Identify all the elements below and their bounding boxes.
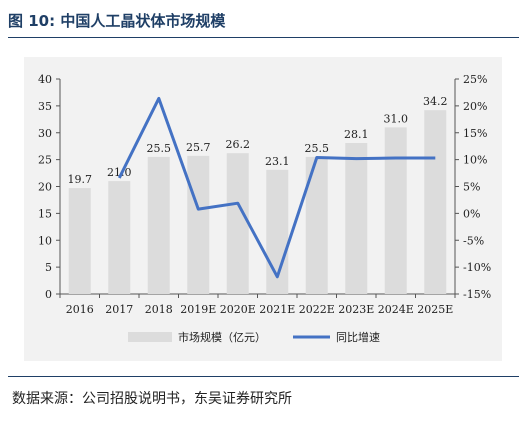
right-tick-label: 20% bbox=[463, 100, 487, 113]
bar bbox=[68, 188, 91, 294]
bar bbox=[424, 110, 447, 294]
bar-data-label: 23.1 bbox=[265, 155, 290, 168]
x-tick-label: 2023E bbox=[338, 303, 374, 316]
right-tick-label: -15% bbox=[463, 288, 491, 301]
legend-bar-label: 市场规模（亿元） bbox=[178, 330, 266, 344]
bar-data-label: 31.0 bbox=[384, 112, 409, 125]
source-rule bbox=[8, 376, 519, 377]
left-tick-label: 25 bbox=[38, 154, 52, 167]
bar bbox=[108, 181, 131, 294]
x-tick-label: 2022E bbox=[299, 303, 335, 316]
x-tick-label: 2020E bbox=[220, 303, 256, 316]
x-tick-label: 2025E bbox=[417, 303, 453, 316]
bar-data-label: 34.2 bbox=[423, 95, 448, 108]
bar bbox=[345, 142, 368, 294]
right-tick-label: 15% bbox=[463, 127, 487, 140]
left-tick-label: 20 bbox=[38, 181, 52, 194]
bar-data-label: 26.2 bbox=[226, 138, 251, 151]
figure-title: 图 10: 中国人工晶状体市场规模 bbox=[8, 12, 226, 30]
right-tick-label: -5% bbox=[463, 234, 484, 247]
growth-rate-line bbox=[117, 96, 436, 279]
bar bbox=[384, 127, 407, 294]
left-tick-label: 0 bbox=[45, 288, 52, 301]
source-note: 数据来源：公司招股说明书，东吴证券研究所 bbox=[12, 391, 292, 407]
legend-bar-swatch bbox=[128, 332, 172, 342]
chart-panel bbox=[24, 57, 502, 361]
left-tick-label: 5 bbox=[45, 261, 52, 274]
right-tick-label: 5% bbox=[463, 181, 480, 194]
bar-data-label: 25.7 bbox=[186, 141, 211, 154]
right-tick-label: 10% bbox=[463, 154, 487, 167]
bar-data-label: 19.7 bbox=[68, 173, 93, 186]
bar bbox=[226, 153, 249, 294]
x-tick-label: 2018 bbox=[145, 303, 173, 316]
title-rule bbox=[8, 37, 519, 38]
left-tick-label: 40 bbox=[38, 73, 52, 86]
right-tick-label: -10% bbox=[463, 261, 491, 274]
right-tick-label: 0% bbox=[463, 207, 480, 220]
bar-data-label: 25.5 bbox=[147, 142, 172, 155]
bar-data-label: 28.1 bbox=[344, 128, 369, 141]
bar-data-label: 21.0 bbox=[107, 166, 132, 179]
x-tick-label: 2017 bbox=[105, 303, 133, 316]
legend-line-label: 同比增速 bbox=[336, 330, 380, 344]
x-tick-label: 2019E bbox=[180, 303, 216, 316]
left-tick-label: 15 bbox=[38, 207, 52, 220]
left-tick-label: 10 bbox=[38, 234, 52, 247]
left-tick-label: 35 bbox=[38, 100, 52, 113]
bar-data-label: 25.5 bbox=[305, 142, 330, 155]
x-tick-label: 2016 bbox=[66, 303, 94, 316]
bar bbox=[305, 156, 328, 294]
x-tick-label: 2021E bbox=[259, 303, 295, 316]
bar bbox=[147, 156, 170, 294]
x-tick-label: 2024E bbox=[378, 303, 414, 316]
bar bbox=[187, 155, 210, 294]
left-tick-label: 30 bbox=[38, 127, 52, 140]
right-tick-label: 25% bbox=[463, 73, 487, 86]
